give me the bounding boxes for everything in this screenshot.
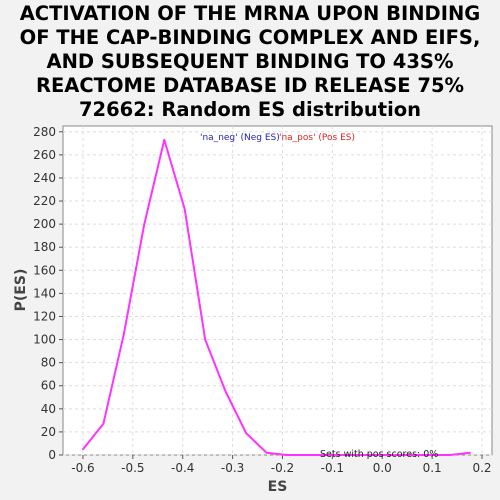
es-data-point [428, 454, 431, 456]
x-tick-label: 0.0 [373, 461, 392, 475]
es-data-point [347, 454, 349, 456]
es-data-point [245, 432, 247, 434]
legend-item-pos: 'na_pos' (Pos ES) [279, 133, 355, 143]
y-tick-label: 240 [33, 171, 56, 185]
x-tick-label: -0.1 [321, 461, 344, 475]
y-tick-label: 0 [48, 448, 56, 462]
es-data-point [449, 454, 451, 456]
y-tick-label: 280 [33, 125, 56, 139]
es-data-point [306, 454, 308, 456]
x-tick-label: 0.1 [423, 461, 442, 475]
series-layer [82, 138, 471, 456]
es-data-point [143, 223, 146, 225]
x-tick-label: -0.2 [271, 461, 294, 475]
y-tick-label: 80 [41, 356, 56, 370]
es-distribution-line [82, 138, 471, 456]
y-tick-label: 260 [33, 148, 56, 162]
chart-title: ACTIVATION OF THE MRNA UPON BINDING OF T… [19, 2, 481, 121]
pos-scores-annotation: Sets with pos scores: 0% [320, 449, 438, 460]
x-tick-label: -0.6 [71, 461, 94, 475]
y-tick-label: 200 [33, 217, 56, 231]
y-tick-label: 40 [41, 402, 56, 416]
es-data-point [163, 139, 166, 141]
y-tick-label: 120 [33, 309, 56, 323]
es-data-point [387, 454, 390, 456]
x-tick-label: -0.4 [171, 461, 194, 475]
y-tick-label: 140 [33, 286, 56, 300]
es-data-point [326, 454, 329, 456]
es-data-point [224, 390, 227, 393]
es-data-point [285, 454, 288, 456]
es-data-point [183, 208, 186, 210]
y-tick-label: 180 [33, 240, 56, 254]
x-axis-title: ES [268, 479, 288, 495]
x-tick-label: -0.3 [221, 461, 244, 475]
y-axis-title: P(ES) [13, 269, 29, 312]
y-tick-label: 100 [33, 333, 56, 347]
x-tick-label: 0.2 [472, 461, 491, 475]
tick-layer: -0.6 -0.5 -0.4 -0.3 -0.2 -0.1 0.0 0.1 0.2 0 20 40 60… [33, 125, 491, 475]
legend-item-neg: 'na_neg' (Neg ES) [200, 133, 280, 143]
plot-area [62, 125, 493, 456]
es-data-point [408, 454, 410, 456]
legend: 'na_neg' (Neg ES)'na_pos' (Pos ES) [200, 133, 355, 143]
es-data-point [102, 423, 105, 425]
y-tick-label: 220 [33, 194, 56, 208]
es-data-point [204, 338, 206, 341]
y-tick-label: 160 [33, 263, 56, 277]
es-data-point [123, 332, 125, 335]
y-tick-label: 60 [41, 379, 56, 393]
es-data-point [469, 451, 471, 454]
es-data-point [82, 448, 84, 451]
es-data-point [265, 451, 268, 454]
x-tick-label: -0.5 [121, 461, 144, 475]
y-tick-label: 20 [41, 425, 56, 439]
es-data-point [367, 454, 370, 456]
